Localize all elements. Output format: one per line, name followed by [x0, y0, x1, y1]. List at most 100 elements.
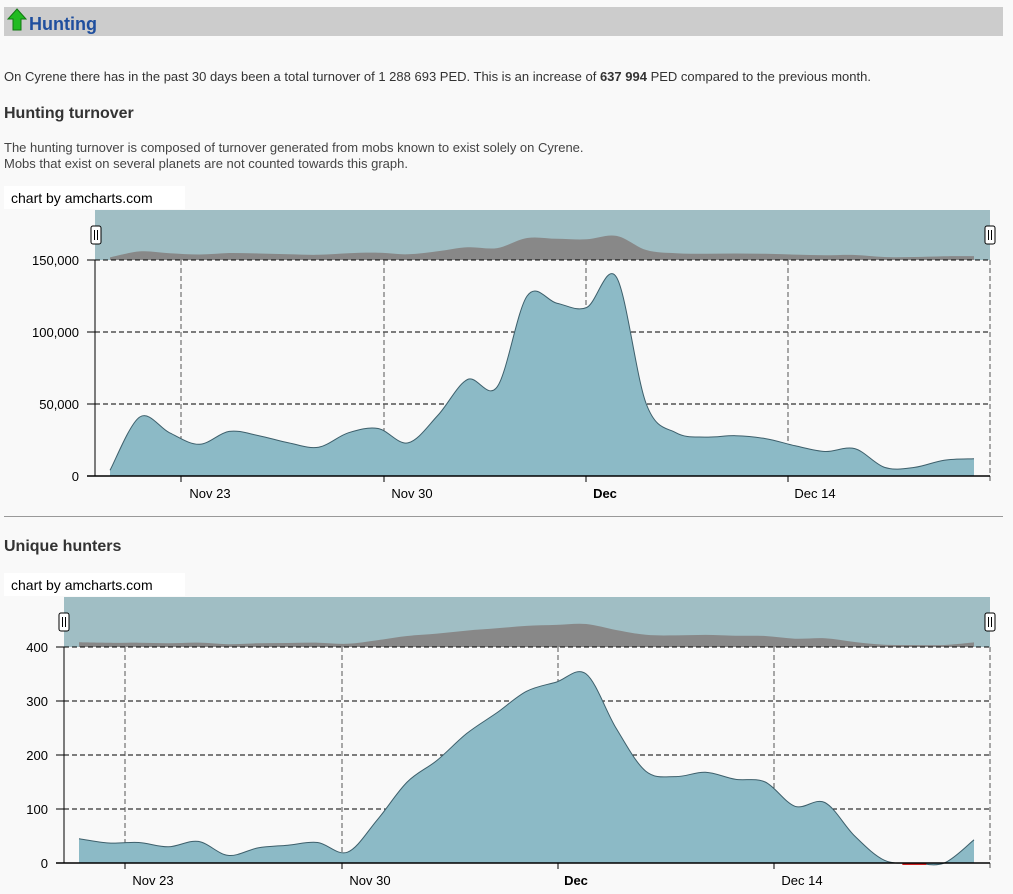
data-point[interactable] [255, 845, 261, 851]
data-point[interactable] [673, 430, 679, 436]
chart-credit-link[interactable]: chart by amcharts.com [4, 186, 185, 209]
data-point[interactable] [375, 425, 381, 431]
series-area [110, 273, 974, 476]
data-point[interactable] [822, 449, 828, 455]
data-point[interactable] [553, 679, 559, 685]
turnover-description-line-1: The hunting turnover is composed of turn… [4, 140, 584, 155]
data-point[interactable] [792, 803, 798, 809]
data-point[interactable] [732, 776, 738, 782]
data-point[interactable] [673, 774, 679, 780]
data-point[interactable] [225, 852, 231, 858]
x-tick-label: Nov 30 [349, 873, 390, 888]
data-point[interactable] [643, 768, 649, 774]
data-point[interactable] [285, 842, 291, 848]
turnover-description: The hunting turnover is composed of turn… [4, 140, 584, 172]
x-tick-label: Dec 14 [781, 873, 822, 888]
data-point[interactable] [286, 440, 292, 446]
x-tick-label: Dec 14 [794, 486, 835, 501]
data-point[interactable] [733, 433, 739, 439]
data-point[interactable] [882, 464, 888, 470]
y-tick-label: 150,000 [32, 253, 79, 268]
data-point[interactable] [107, 467, 113, 473]
data-point[interactable] [643, 401, 649, 407]
handle-box [90, 225, 102, 245]
data-point[interactable] [554, 300, 560, 306]
scrollbar-handle-left[interactable] [90, 225, 102, 245]
data-point[interactable] [852, 833, 858, 839]
hunting-turnover-chart[interactable]: 0 50,000 100,000 150,000 Nov 23 Nov 30 Dec Dec … [0, 205, 1013, 510]
data-point[interactable] [464, 730, 470, 736]
data-point[interactable] [345, 430, 351, 436]
data-point[interactable] [374, 817, 380, 823]
data-point[interactable] [167, 430, 173, 436]
data-point[interactable] [703, 769, 709, 775]
handle-box [984, 612, 996, 632]
chart-credit-text: chart by amcharts.com [11, 190, 153, 206]
green-up-arrow-icon [7, 8, 27, 31]
scrollbar-series [79, 623, 974, 647]
data-point[interactable] [137, 414, 143, 420]
turnover-description-line-2: Mobs that exist on several planets are n… [4, 156, 408, 171]
unique-hunters-chart[interactable]: 0 100 200 300 400 Nov 23 Nov 30 Dec Dec 14 [0, 592, 1013, 894]
x-tick-label: Nov 23 [189, 486, 230, 501]
data-point[interactable] [76, 836, 82, 842]
series-line [109, 273, 975, 471]
section-title: Hunting [29, 14, 97, 34]
data-point[interactable] [941, 457, 947, 463]
y-tick-label: 100,000 [32, 325, 79, 340]
scrollbar-handle-left[interactable] [58, 612, 70, 632]
section-divider [4, 516, 1003, 517]
data-point[interactable] [316, 444, 322, 450]
data-point[interactable] [852, 446, 858, 452]
data-point[interactable] [762, 779, 768, 785]
x-tick-label: Dec [593, 486, 617, 501]
y-tick-label: 300 [26, 694, 48, 709]
y-tick-label: 0 [41, 856, 48, 871]
data-point[interactable] [524, 688, 530, 694]
handle-box [984, 225, 996, 245]
data-point[interactable] [256, 433, 262, 439]
summary-increase: 637 994 [599, 69, 647, 84]
data-point[interactable] [434, 757, 440, 763]
scrollbar-series [110, 235, 974, 260]
data-point[interactable] [494, 384, 500, 390]
x-tick-label: Nov 23 [132, 873, 173, 888]
data-point[interactable] [196, 441, 202, 447]
scrollbar-handle-right[interactable] [984, 612, 996, 632]
data-point[interactable] [405, 440, 411, 446]
data-point[interactable] [613, 274, 619, 280]
data-point[interactable] [584, 305, 590, 311]
data-point[interactable] [435, 413, 441, 419]
y-tick-label: 0 [72, 469, 79, 484]
data-point[interactable] [911, 464, 917, 470]
data-point[interactable] [583, 671, 589, 677]
data-point[interactable] [822, 800, 828, 806]
series-line [78, 671, 975, 866]
data-point[interactable] [404, 779, 410, 785]
data-point[interactable] [195, 838, 201, 844]
data-point[interactable] [762, 436, 768, 442]
data-point[interactable] [792, 443, 798, 449]
data-point[interactable] [524, 293, 530, 299]
data-point[interactable] [971, 837, 977, 843]
turnover-summary: On Cyrene there has in the past 30 days … [4, 69, 871, 84]
unique-hunters-heading: Unique hunters [4, 538, 122, 555]
data-point[interactable] [106, 840, 112, 846]
data-point[interactable] [345, 849, 351, 855]
chart-credit-link[interactable]: chart by amcharts.com [4, 573, 185, 596]
x-tick-label: Dec [564, 873, 588, 888]
y-tick-label: 200 [26, 748, 48, 763]
data-point[interactable] [465, 377, 471, 383]
hunting-turnover-heading: Hunting turnover [4, 105, 134, 122]
data-point[interactable] [315, 839, 321, 845]
data-point[interactable] [971, 456, 977, 462]
data-point[interactable] [703, 434, 709, 440]
data-point[interactable] [136, 839, 142, 845]
scrollbar-handle-right[interactable] [984, 225, 996, 245]
data-point[interactable] [494, 710, 500, 716]
summary-pre: On Cyrene there has in the past 30 days … [4, 69, 600, 84]
y-tick-label: 400 [26, 640, 48, 655]
data-point[interactable] [613, 725, 619, 731]
data-point[interactable] [226, 428, 232, 434]
data-point[interactable] [166, 844, 172, 850]
